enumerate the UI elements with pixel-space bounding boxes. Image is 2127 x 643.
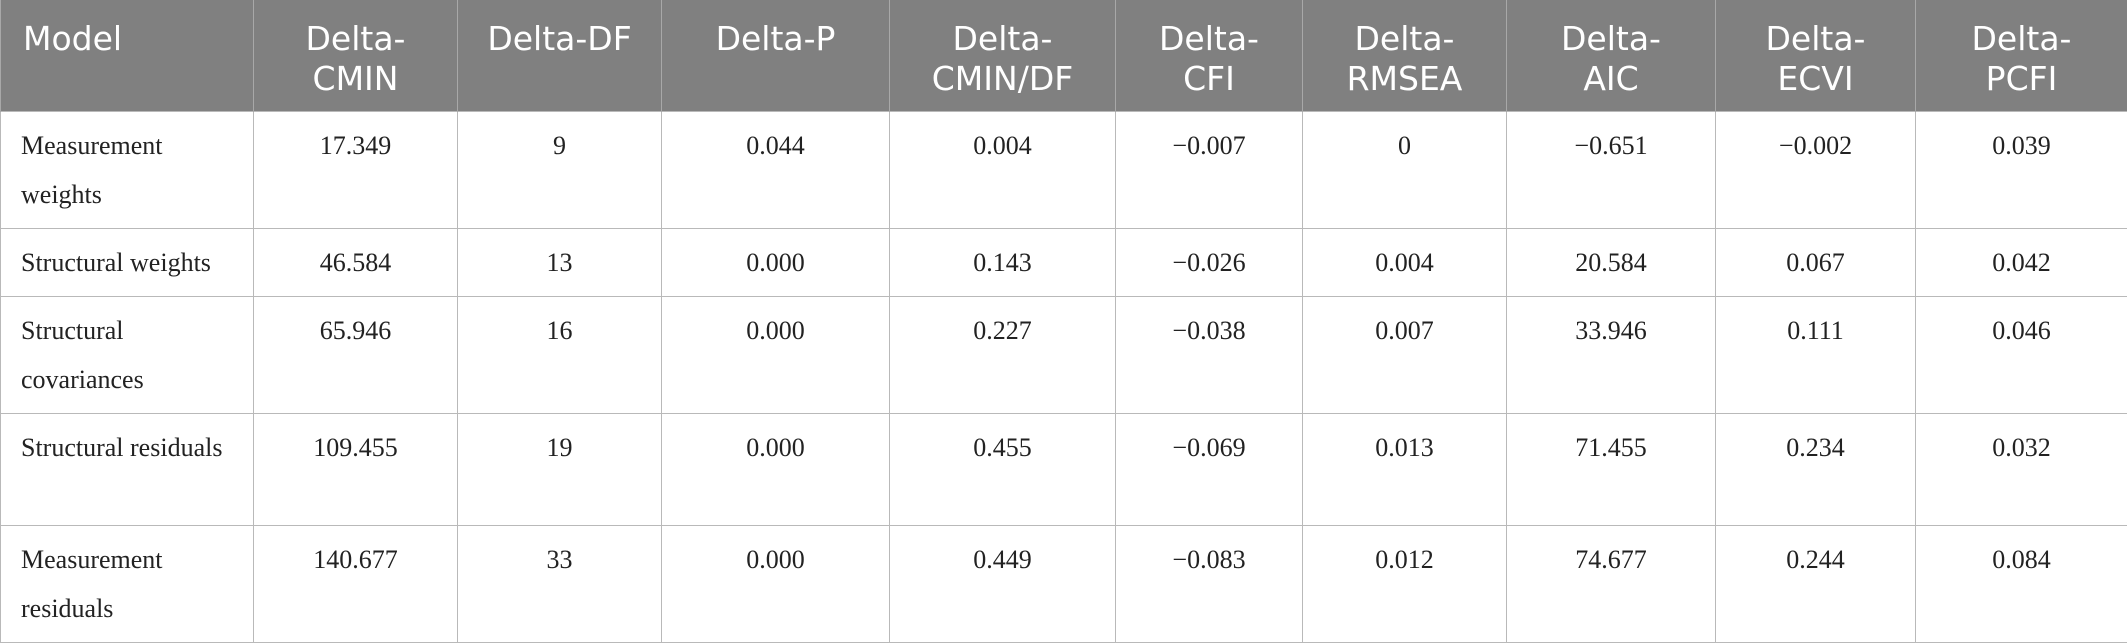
cell-delta-rmsea: 0 xyxy=(1303,112,1507,229)
cell-delta-cmin-df: 0.449 xyxy=(890,526,1116,643)
cell-delta-pcfi: 0.039 xyxy=(1916,112,2127,229)
cell-delta-cfi: −0.083 xyxy=(1116,526,1303,643)
cell-delta-rmsea: 0.004 xyxy=(1303,229,1507,297)
table-row: Measurement weights 17.349 9 0.044 0.004… xyxy=(1,112,2127,229)
cell-model: Measurement weights xyxy=(1,112,254,229)
cell-delta-cmin: 46.584 xyxy=(254,229,458,297)
cell-delta-rmsea: 0.007 xyxy=(1303,297,1507,414)
header-delta-rmsea: Delta-RMSEA xyxy=(1303,0,1507,112)
cell-delta-aic: 33.946 xyxy=(1507,297,1716,414)
cell-delta-cfi: −0.038 xyxy=(1116,297,1303,414)
table-row: Structural residuals 109.455 19 0.000 0.… xyxy=(1,414,2127,526)
cell-delta-pcfi: 0.084 xyxy=(1916,526,2127,643)
cell-delta-cmin: 109.455 xyxy=(254,414,458,526)
cell-delta-cmin: 140.677 xyxy=(254,526,458,643)
table-row: Structural weights 46.584 13 0.000 0.143… xyxy=(1,229,2127,297)
header-delta-cmin-df: Delta-CMIN/DF xyxy=(890,0,1116,112)
cell-delta-cmin: 65.946 xyxy=(254,297,458,414)
cell-delta-aic: 71.455 xyxy=(1507,414,1716,526)
cell-model: Structural residuals xyxy=(1,414,254,526)
cell-model: Structural weights xyxy=(1,229,254,297)
cell-delta-df: 13 xyxy=(458,229,662,297)
cell-delta-aic: −0.651 xyxy=(1507,112,1716,229)
cell-delta-df: 16 xyxy=(458,297,662,414)
cell-delta-p: 0.000 xyxy=(662,526,890,643)
cell-delta-cmin-df: 0.227 xyxy=(890,297,1116,414)
cell-delta-p: 0.000 xyxy=(662,229,890,297)
cell-delta-cmin-df: 0.143 xyxy=(890,229,1116,297)
header-delta-cmin: Delta-CMIN xyxy=(254,0,458,112)
header-delta-df: Delta-DF xyxy=(458,0,662,112)
header-model: Model xyxy=(1,0,254,112)
cell-delta-cmin-df: 0.004 xyxy=(890,112,1116,229)
cell-delta-rmsea: 0.012 xyxy=(1303,526,1507,643)
cell-delta-df: 19 xyxy=(458,414,662,526)
header-delta-p: Delta-P xyxy=(662,0,890,112)
cell-delta-ecvi: −0.002 xyxy=(1716,112,1916,229)
cell-delta-p: 0.000 xyxy=(662,414,890,526)
table-row: Structural covariances 65.946 16 0.000 0… xyxy=(1,297,2127,414)
cell-delta-aic: 20.584 xyxy=(1507,229,1716,297)
cell-delta-p: 0.000 xyxy=(662,297,890,414)
cell-delta-ecvi: 0.111 xyxy=(1716,297,1916,414)
table-body: Measurement weights 17.349 9 0.044 0.004… xyxy=(1,112,2127,643)
cell-delta-pcfi: 0.032 xyxy=(1916,414,2127,526)
cell-delta-cfi: −0.026 xyxy=(1116,229,1303,297)
header-row: Model Delta-CMIN Delta-DF Delta-P Delta-… xyxy=(1,0,2127,112)
cell-delta-ecvi: 0.067 xyxy=(1716,229,1916,297)
cell-delta-cfi: −0.069 xyxy=(1116,414,1303,526)
cell-delta-aic: 74.677 xyxy=(1507,526,1716,643)
cell-delta-rmsea: 0.013 xyxy=(1303,414,1507,526)
header-delta-cfi: Delta-CFI xyxy=(1116,0,1303,112)
cell-model: Measurement residuals xyxy=(1,526,254,643)
header-delta-ecvi: Delta-ECVI xyxy=(1716,0,1916,112)
cell-delta-ecvi: 0.244 xyxy=(1716,526,1916,643)
cell-delta-df: 9 xyxy=(458,112,662,229)
cell-model: Structural covariances xyxy=(1,297,254,414)
table-header: Model Delta-CMIN Delta-DF Delta-P Delta-… xyxy=(1,0,2127,112)
table-row: Measurement residuals 140.677 33 0.000 0… xyxy=(1,526,2127,643)
cell-delta-cmin: 17.349 xyxy=(254,112,458,229)
cell-delta-cmin-df: 0.455 xyxy=(890,414,1116,526)
header-delta-aic: Delta-AIC xyxy=(1507,0,1716,112)
cell-delta-pcfi: 0.046 xyxy=(1916,297,2127,414)
cell-delta-pcfi: 0.042 xyxy=(1916,229,2127,297)
cell-delta-df: 33 xyxy=(458,526,662,643)
cell-delta-p: 0.044 xyxy=(662,112,890,229)
cell-delta-cfi: −0.007 xyxy=(1116,112,1303,229)
cell-delta-ecvi: 0.234 xyxy=(1716,414,1916,526)
header-delta-pcfi: Delta-PCFI xyxy=(1916,0,2127,112)
